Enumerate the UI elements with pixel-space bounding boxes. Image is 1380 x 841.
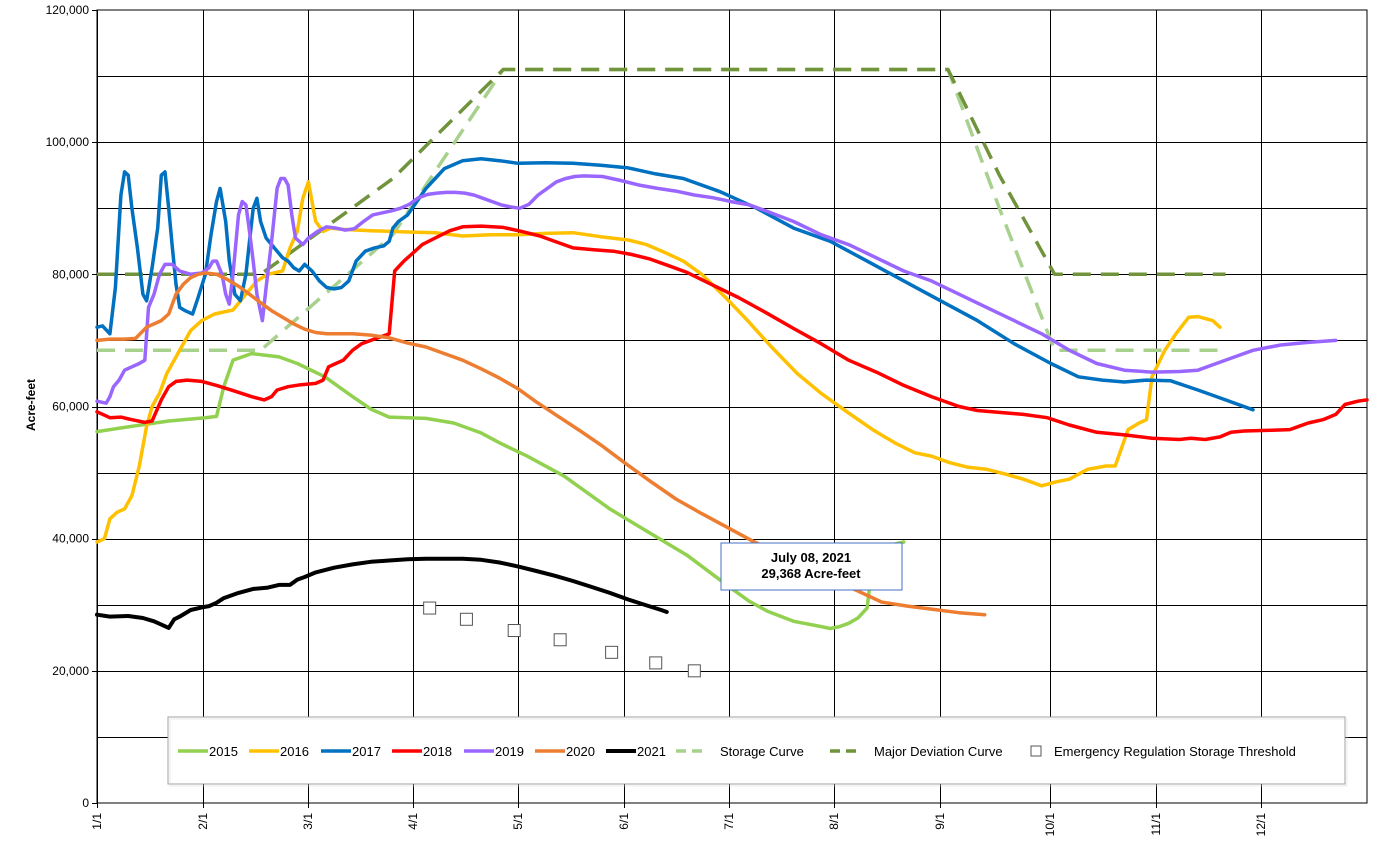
- x-tick-label: 2/1: [196, 813, 210, 830]
- plot-frame: [96, 9, 1368, 804]
- y-axis-title: Acre-feet: [24, 379, 38, 431]
- y-tick-label: 80,000: [52, 267, 89, 281]
- x-tick-label: 11/1: [1149, 813, 1163, 836]
- legend-label-2020: 2020: [566, 744, 595, 759]
- threshold-marker: [553, 633, 567, 647]
- x-tick-label: 8/1: [827, 813, 841, 830]
- x-tick-label: 3/1: [301, 813, 315, 830]
- x-tick-label: 6/1: [617, 813, 631, 830]
- callout-date: July 08, 2021: [771, 550, 851, 565]
- x-axis-ticks: 1/1 2/1 3/1 4/1 5/1 6/1 7/1 8/1 9/1 10/1 11/1 12/1: [90, 813, 1268, 837]
- x-tick-label: 12/1: [1254, 813, 1268, 837]
- series-line-2018: [95, 224, 1369, 442]
- x-tick-label: 5/1: [511, 813, 525, 830]
- series-line-2016: [95, 180, 1222, 544]
- legend: 2015 2016 2017 2018 2019 2020 2021 Storage Curv…: [167, 716, 1348, 787]
- y-tick-label: 120,000: [46, 3, 90, 17]
- legend-label-2018: 2018: [423, 744, 452, 759]
- legend-label-2016: 2016: [280, 744, 309, 759]
- y-axis-ticks: 0 20,000 40,000 60,000 80,000 100,000 120,000: [46, 3, 97, 810]
- x-tick-label: 9/1: [933, 813, 947, 830]
- legend-label-major-deviation-curve: Major Deviation Curve: [874, 744, 1003, 759]
- y-tick-label: 100,000: [46, 135, 90, 149]
- grid-lines: [96, 9, 1368, 808]
- x-tick-label: 10/1: [1043, 813, 1057, 837]
- series-line-major-deviation-curve: [97, 67, 1226, 277]
- threshold-marker: [423, 601, 437, 615]
- y-tick-label: 40,000: [52, 532, 89, 546]
- threshold-marker: [649, 656, 663, 670]
- y-tick-label: 20,000: [52, 664, 89, 678]
- series-line-2015: [95, 351, 906, 631]
- threshold-marker: [687, 664, 701, 678]
- legend-label-storage-curve: Storage Curve: [720, 744, 804, 759]
- x-tick-label: 7/1: [722, 813, 736, 830]
- series-line-2021: [95, 556, 669, 630]
- threshold-marker: [459, 612, 473, 626]
- legend-label-emergency-regulation-storage-threshold: Emergency Regulation Storage Threshold: [1054, 744, 1296, 759]
- threshold-marker: [605, 645, 619, 659]
- y-tick-label: 0: [82, 796, 89, 810]
- threshold-markers: [423, 601, 701, 678]
- series-line-2019: [95, 174, 1338, 405]
- callout-value: 29,368 Acre-feet: [761, 566, 861, 581]
- x-tick-label: 4/1: [406, 813, 420, 830]
- legend-label-2017: 2017: [352, 744, 381, 759]
- legend-label-2021: 2021: [637, 744, 666, 759]
- legend-label-2019: 2019: [495, 744, 524, 759]
- threshold-marker: [507, 624, 521, 638]
- legend-swatch-emergency-regulation-storage-threshold: [1030, 745, 1042, 757]
- series-line-2017: [95, 156, 1255, 412]
- callout-box: July 08, 2021 29,368 Acre-feet: [720, 542, 903, 591]
- y-tick-label: 60,000: [52, 400, 89, 414]
- legend-label-2015: 2015: [209, 744, 238, 759]
- x-tick-label: 1/1: [90, 813, 104, 830]
